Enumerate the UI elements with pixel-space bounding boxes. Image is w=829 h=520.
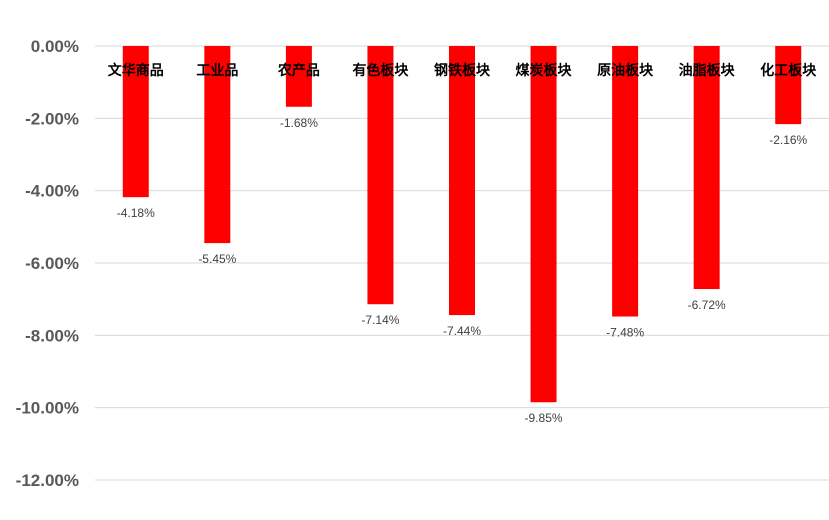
data-label: -6.72%: [688, 298, 726, 312]
data-labels: -4.18% -5.45% -1.68% -7.14% -7.44% -9.85% -7.4…: [117, 116, 808, 425]
y-axis-tick-labels: 0.00% -2.00% -4.00% -6.00% -8.00% -10.00% -12.…: [16, 37, 79, 490]
y-tick-label: -2.00%: [25, 109, 79, 128]
bar: [612, 46, 639, 317]
bar: [204, 46, 231, 244]
category-label: 原油板块: [597, 62, 654, 79]
data-label: -9.85%: [525, 411, 563, 425]
y-tick-label: -12.00%: [16, 471, 79, 490]
data-label: -4.18%: [117, 206, 155, 220]
bar: [367, 46, 394, 305]
y-tick-label: 0.00%: [31, 37, 79, 56]
y-tick-label: -4.00%: [25, 182, 79, 201]
bar: [775, 46, 802, 125]
data-label: -7.14%: [361, 313, 399, 327]
category-label: 文华商品: [108, 62, 164, 79]
y-tick-label: -10.00%: [16, 399, 79, 418]
category-label: 钢铁板块: [434, 62, 491, 79]
bar: [122, 46, 149, 198]
bar: [449, 46, 475, 316]
data-label: -1.68%: [280, 116, 318, 130]
category-label: 工业品: [196, 63, 238, 79]
y-tick-label: -8.00%: [25, 326, 79, 345]
category-label: 煤炭板块: [516, 62, 573, 79]
bars: [122, 46, 802, 403]
data-label: -2.16%: [769, 133, 807, 147]
data-label: -7.48%: [606, 326, 644, 340]
y-tick-label: -6.00%: [25, 254, 79, 273]
bar: [530, 46, 557, 403]
bar: [285, 46, 312, 107]
category-label: 化工板块: [760, 62, 817, 79]
category-label: 油脂板块: [679, 62, 736, 79]
category-label: 农产品: [277, 62, 320, 79]
bar: [693, 46, 720, 290]
data-label: -7.44%: [443, 324, 481, 338]
category-label: 有色板块: [352, 62, 409, 79]
category-labels: 文华商品 工业品 农产品 有色板块 钢铁板块 煤炭板块 原油板块 油脂板块 化工板块: [108, 62, 817, 79]
data-label: -5.45%: [198, 252, 236, 266]
